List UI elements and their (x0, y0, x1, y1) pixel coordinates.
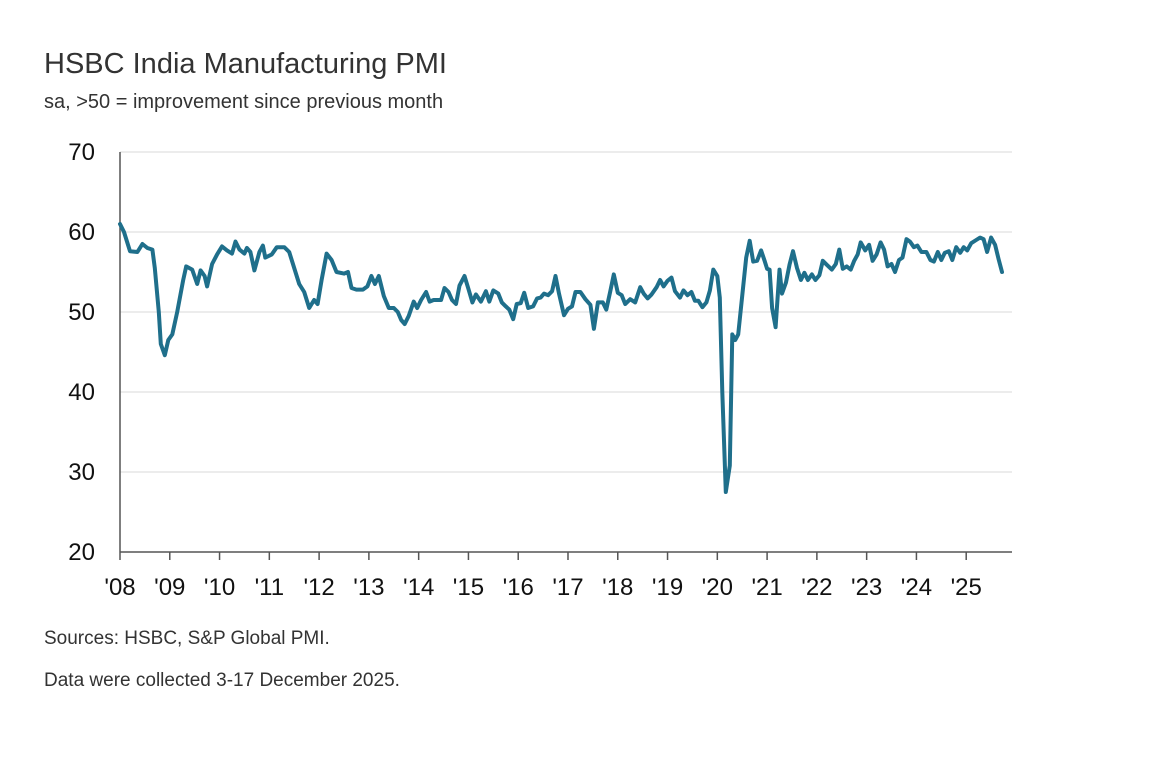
x-tick-label-1: '09 (154, 574, 185, 601)
x-tick-label-11: '19 (652, 574, 683, 601)
x-tick-label-16: '24 (901, 574, 932, 601)
x-tick-label-12: '20 (702, 574, 733, 601)
x-tick-label-0: '08 (104, 574, 135, 601)
x-tick-label-4: '12 (303, 574, 334, 601)
sources-note: Sources: HSBC, S&P Global PMI. (44, 628, 330, 649)
x-tick-label-5: '13 (353, 574, 384, 601)
x-tick-label-10: '18 (602, 574, 633, 601)
x-tick-label-15: '23 (851, 574, 882, 601)
x-tick-label-14: '22 (801, 574, 832, 601)
y-tick-label-60: 60 (68, 219, 95, 246)
series-line-0 (118, 222, 1004, 494)
chart-subtitle: sa, >50 = improvement since previous mon… (44, 91, 444, 113)
collection-note: Data were collected 3-17 December 2025. (44, 670, 400, 691)
y-tick-label-30: 30 (68, 459, 95, 486)
x-tick-label-9: '17 (552, 574, 583, 601)
x-tick-label-8: '16 (503, 574, 534, 601)
x-tick-label-13: '21 (751, 574, 782, 601)
y-tick-label-40: 40 (68, 379, 95, 406)
y-tick-label-70: 70 (68, 139, 95, 166)
chart-title: HSBC India Manufacturing PMI (44, 48, 447, 80)
y-tick-label-20: 20 (68, 539, 95, 566)
x-tick-label-6: '14 (403, 574, 434, 601)
y-tick-label-50: 50 (68, 299, 95, 326)
x-tick-label-3: '11 (255, 574, 285, 601)
x-tick-label-7: '15 (453, 574, 484, 601)
x-tick-label-17: '25 (951, 574, 982, 601)
x-tick-label-2: '10 (204, 574, 235, 601)
